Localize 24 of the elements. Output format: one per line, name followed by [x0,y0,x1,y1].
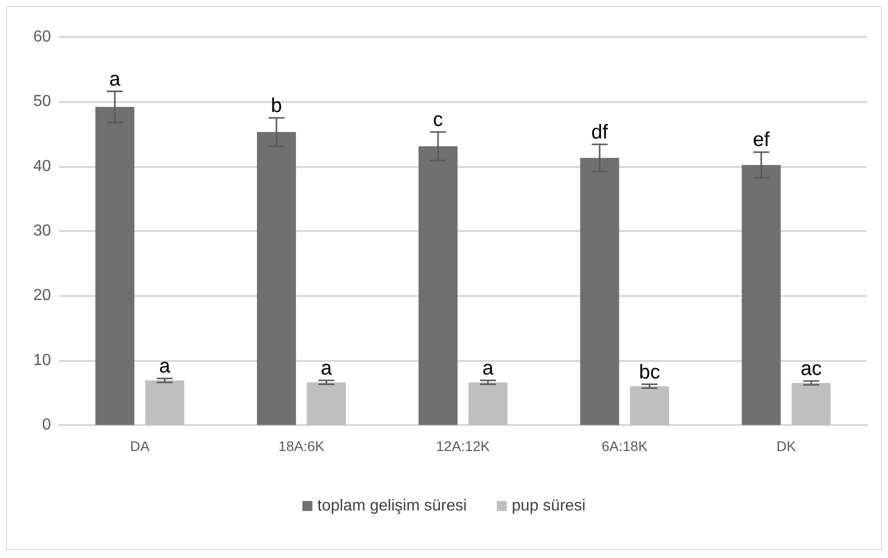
x-tick-label: DA [130,438,150,454]
y-tick-label: 60 [33,28,52,46]
x-tick-label: 6A:18K [602,438,648,454]
data-label: c [433,109,444,132]
y-tick-label: 10 [33,352,52,369]
x-tick-label: 18A:6K [278,438,326,454]
data-label: ef [752,129,770,152]
y-tick-label: 40 [33,158,52,175]
data-label: a [159,355,172,378]
data-label: df [591,121,608,144]
x-tick-label: 12A:12K [436,438,491,454]
data-label: a [482,357,494,380]
data-label: a [320,357,333,380]
x-tick-label: DK [776,438,797,454]
y-tick-label: 50 [33,93,52,110]
legend-label: toplam gelişim süresi [317,498,467,514]
data-label: ac [800,358,822,380]
y-tick-label: 20 [33,287,52,304]
y-tick-label: 30 [33,222,52,240]
data-label: b [270,94,282,117]
data-label: bc [638,361,660,384]
legend-label: pup süresi [512,498,586,514]
y-tick-label: 0 [42,416,52,434]
data-label: a [109,68,122,90]
